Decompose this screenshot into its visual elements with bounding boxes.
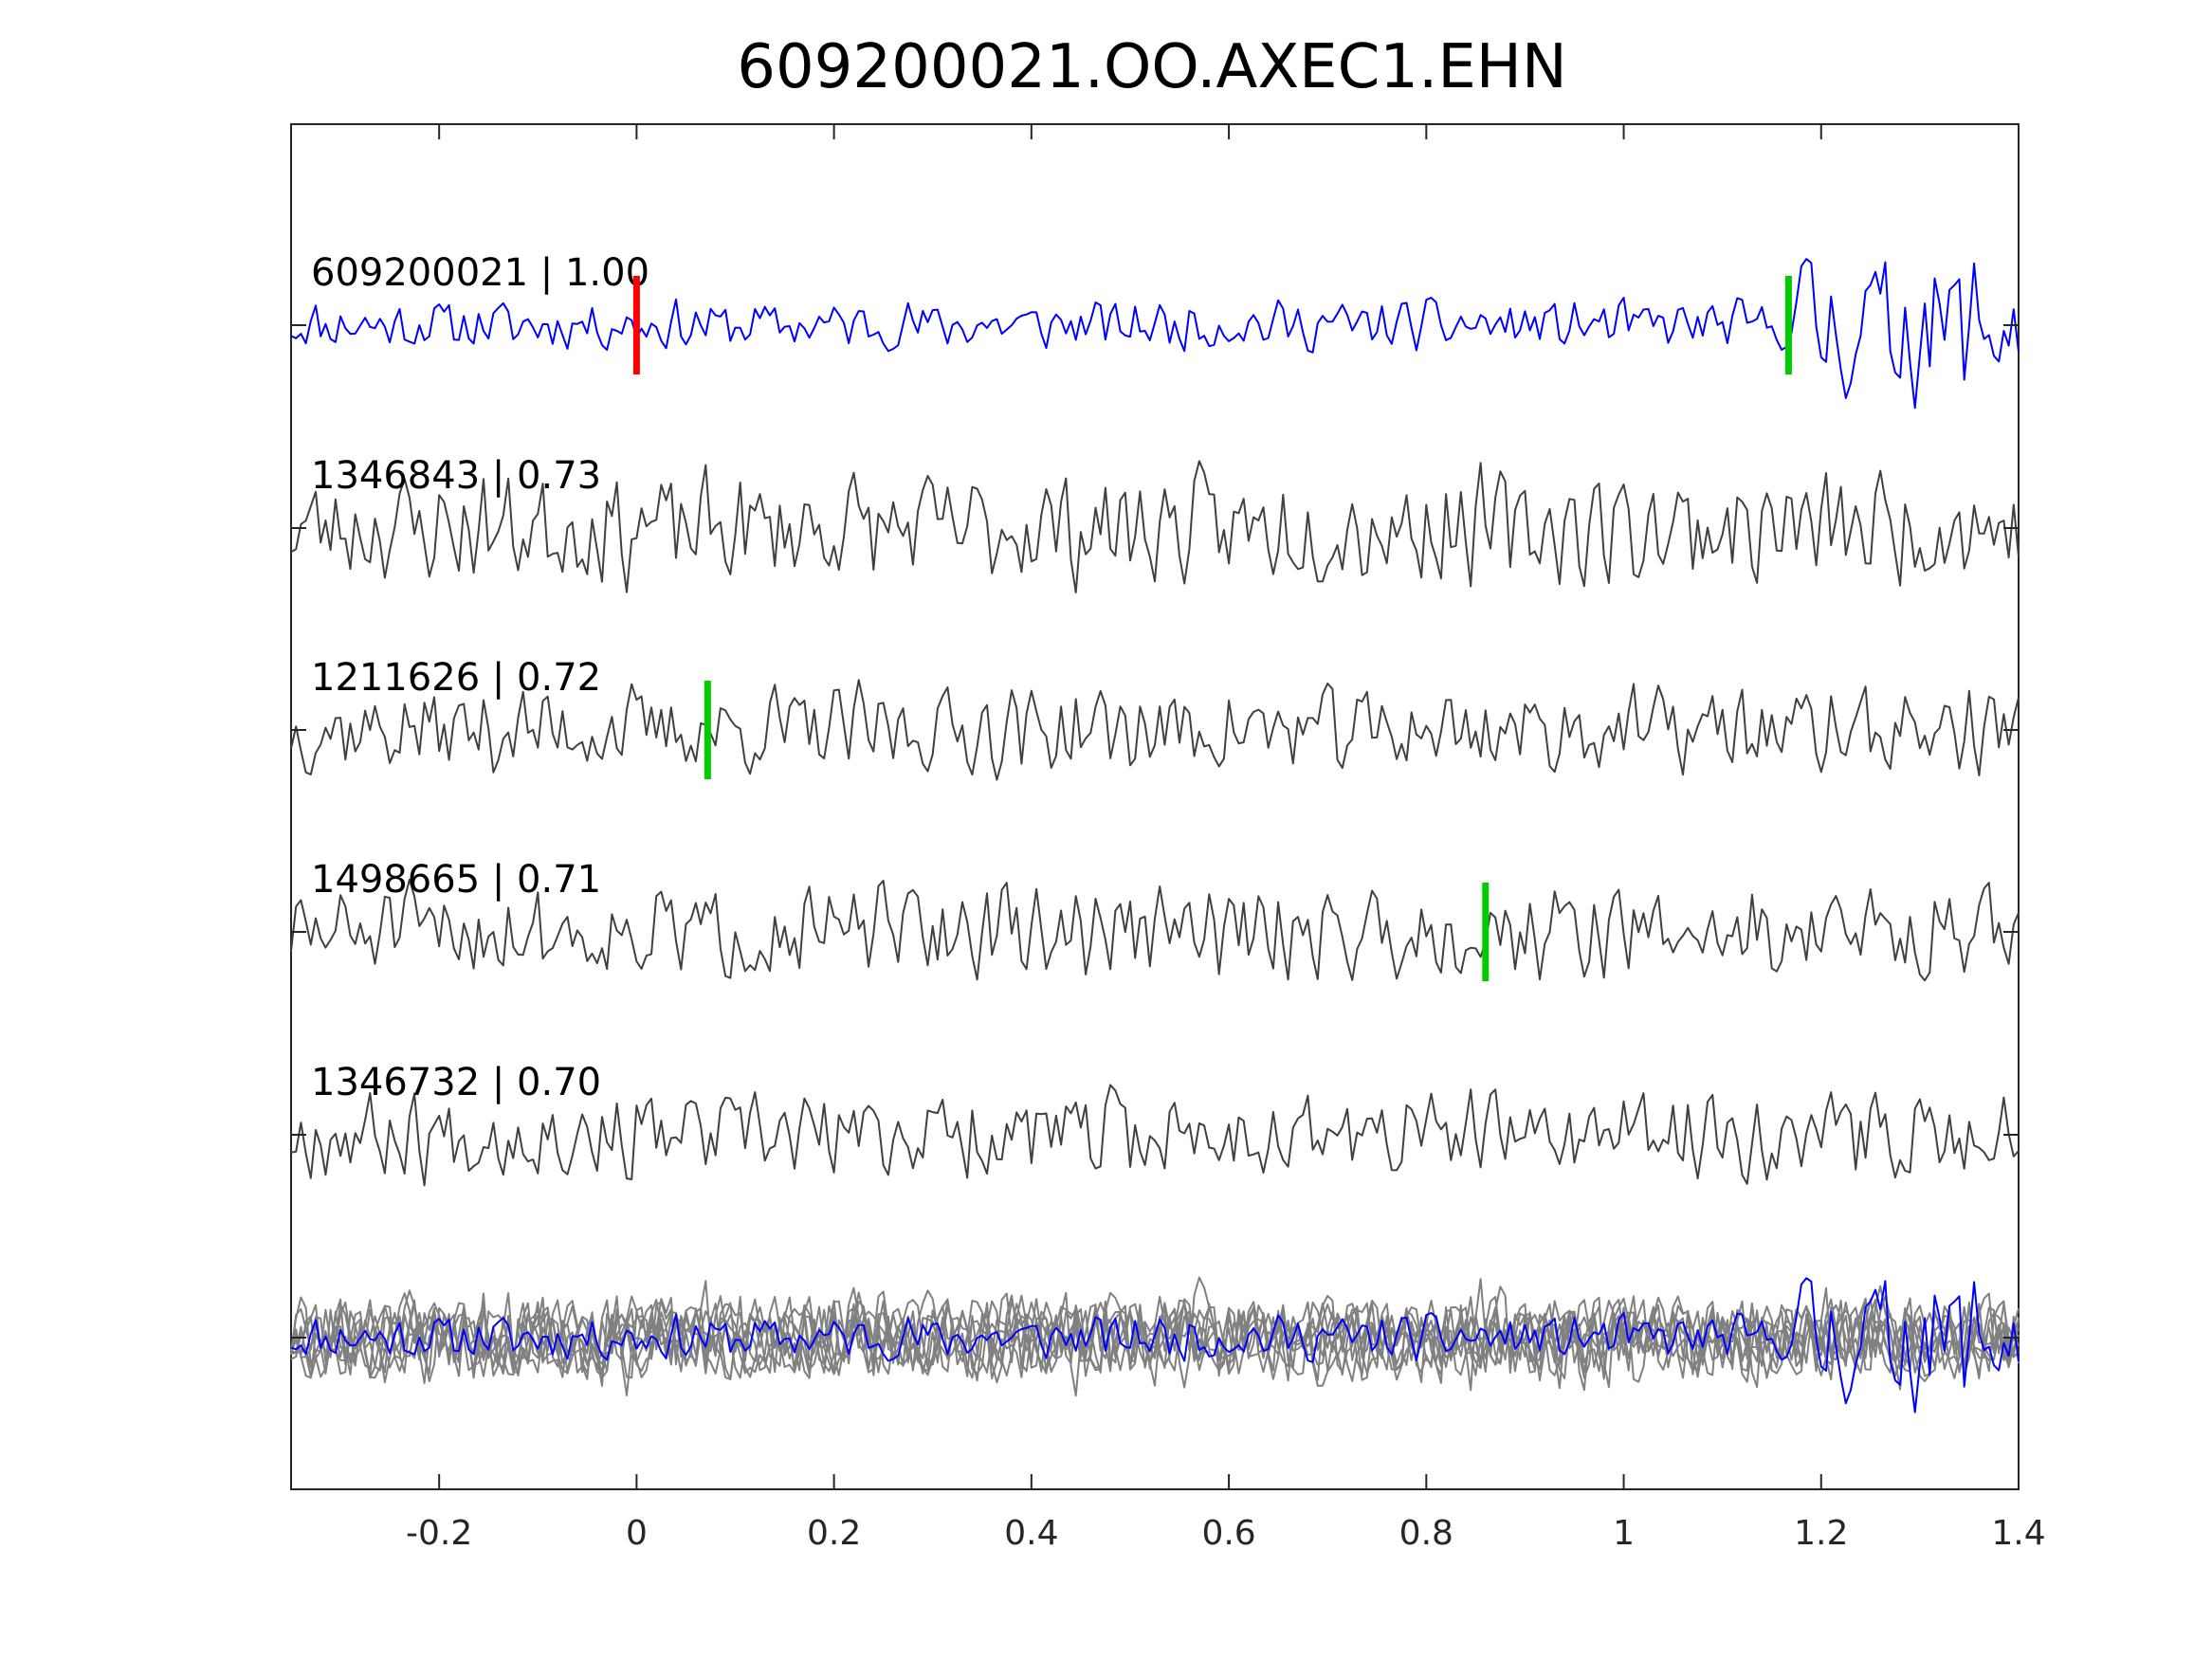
trace-label-609200021: 609200021 | 1.00 — [311, 251, 649, 295]
overlay-panel — [290, 1276, 2020, 1413]
trace-label-1498665: 1498665 | 0.71 — [311, 858, 601, 902]
overlay-trace-1211626 — [290, 1291, 2020, 1384]
x-tick-label: 1.4 — [1991, 1514, 2045, 1553]
x-tick-label: 0.4 — [1004, 1514, 1058, 1553]
x-tick-label: 0 — [626, 1514, 648, 1553]
trace-line-1498665 — [290, 878, 2020, 982]
overlay-trace-1346843 — [290, 1276, 2020, 1397]
x-tick-label: 1 — [1613, 1514, 1635, 1553]
x-tick-label: 0.6 — [1201, 1514, 1255, 1553]
trace-line-1346843 — [290, 460, 2020, 593]
trace-line-1346732 — [290, 1084, 2020, 1187]
trace-line-1211626 — [290, 679, 2020, 781]
trace-label-1346843: 1346843 | 0.73 — [311, 454, 601, 498]
trace-stack: 609200021 | 1.00 1346843 | 0.73 1211626 | … — [290, 251, 2020, 1187]
x-axis-ticks: -0.2 0 0.2 0.4 0.6 0.8 1 1.2 1.4 — [406, 124, 2046, 1553]
plot-axes: -0.2 0 0.2 0.4 0.6 0.8 1 1.2 1.4 609200021 | 1.0… — [290, 123, 2046, 1553]
trace-label-1346732: 1346732 | 0.70 — [311, 1061, 601, 1104]
axes-frame — [290, 123, 2020, 1490]
x-tick-label: -0.2 — [406, 1514, 472, 1553]
x-tick-label: 0.2 — [807, 1514, 861, 1553]
x-tick-label: 0.8 — [1399, 1514, 1453, 1553]
trace-line-609200021 — [290, 258, 2020, 410]
trace-label-1211626: 1211626 | 0.72 — [311, 656, 601, 700]
chart-title: 609200021.OO.AXEC1.EHN — [737, 32, 1567, 102]
overlay-trace-reference — [290, 1277, 2020, 1413]
overlay-trace-extra — [290, 1296, 2020, 1379]
x-tick-label: 1.2 — [1794, 1514, 1848, 1553]
